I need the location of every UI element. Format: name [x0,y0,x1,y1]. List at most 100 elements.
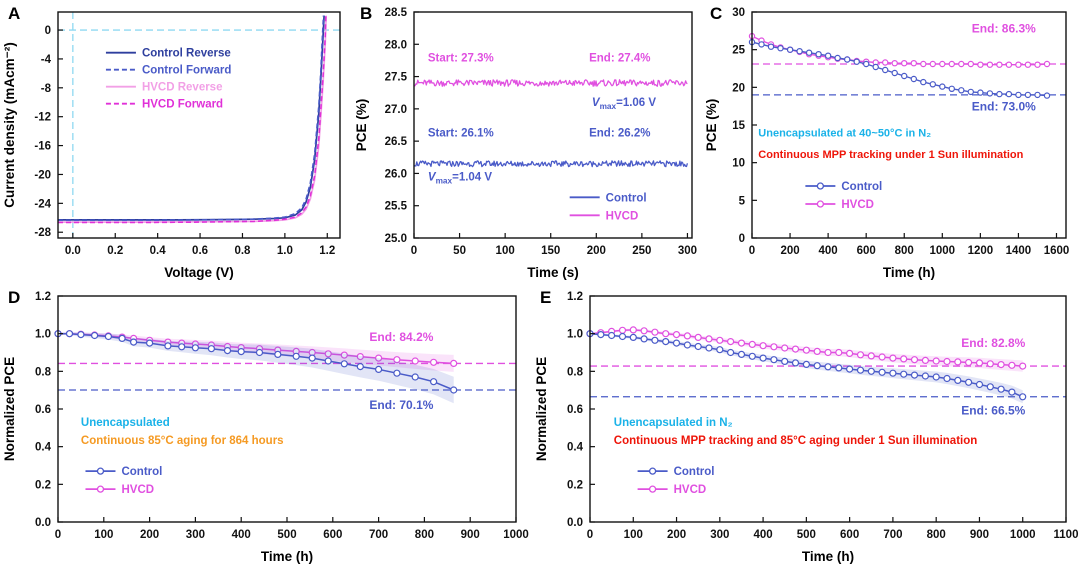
svg-text:1.2: 1.2 [319,245,335,257]
svg-text:0.4: 0.4 [150,245,167,257]
svg-text:100: 100 [94,529,113,541]
svg-text:30: 30 [732,7,745,19]
svg-text:28.5: 28.5 [385,7,408,19]
panel-d-thermal-aging-chart: 0 100 200 300 400 500 600 700 800 900 1000 0.0 0.2 0.… [2,291,529,564]
svg-text:900: 900 [970,529,989,541]
svg-text:End: 27.4%: End: 27.4% [589,53,650,65]
panel-c-mpp-tracking-chart: 0 200 400 600 800 1000 1200 1400 1600 0 5 10 15 20 25 3… [704,7,1070,280]
svg-text:0: 0 [749,245,755,257]
svg-text:1400: 1400 [1006,245,1032,257]
panel-a-jv-curve-chart: 0.0 0.2 0.4 0.6 0.8 1.0 1.2 0 -4 -8 -12 -16 -20 -24 -2… [2,11,341,280]
svg-text:Control: Control [606,192,647,204]
svg-text:0.6: 0.6 [35,404,51,416]
svg-text:200: 200 [587,245,606,257]
svg-text:Time (h): Time (h) [883,265,935,280]
svg-text:PCE (%): PCE (%) [704,99,719,152]
svg-text:Control: Control [674,466,715,478]
svg-text:1.2: 1.2 [567,291,583,303]
svg-text:-20: -20 [34,169,51,181]
svg-text:1000: 1000 [1010,529,1036,541]
svg-text:27.5: 27.5 [385,72,408,84]
svg-text:800: 800 [895,245,914,257]
svg-text:800: 800 [927,529,946,541]
svg-text:Current density (mAcm⁻²): Current density (mAcm⁻²) [2,42,17,207]
svg-text:300: 300 [710,529,729,541]
svg-text:Time (h): Time (h) [261,549,313,564]
svg-text:1000: 1000 [930,245,956,257]
svg-text:End: 26.2%: End: 26.2% [589,127,650,139]
svg-text:25.5: 25.5 [385,201,408,213]
svg-text:300: 300 [678,245,697,257]
svg-text:5: 5 [739,195,746,207]
svg-text:-16: -16 [34,141,51,153]
panel-e: E 0 100 200 300 400 500 600 700 800 900 1000 1100 0.… [532,284,1080,568]
svg-text:600: 600 [323,529,342,541]
svg-text:27.0: 27.0 [385,104,407,116]
svg-text:26.0: 26.0 [385,168,407,180]
svg-text:100: 100 [496,245,515,257]
svg-text:Control Reverse: Control Reverse [142,48,231,60]
svg-text:0: 0 [587,529,593,541]
svg-text:1.0: 1.0 [277,245,293,257]
svg-text:900: 900 [461,529,480,541]
svg-text:15: 15 [732,120,745,132]
svg-text:Continuous MPP tracking under: Continuous MPP tracking under 1 Sun illu… [758,149,1023,161]
svg-text:-28: -28 [34,227,51,239]
panel-c-label: C [710,4,723,23]
panel-d-label: D [8,288,21,307]
svg-text:End: 82.8%: End: 82.8% [961,336,1025,350]
svg-text:0: 0 [411,245,417,257]
svg-text:600: 600 [840,529,859,541]
svg-text:1200: 1200 [968,245,994,257]
svg-text:0.8: 0.8 [35,366,52,378]
svg-text:0: 0 [739,233,745,245]
svg-text:1000: 1000 [503,529,529,541]
svg-text:Vmax=1.06 V: Vmax=1.06 V [592,97,657,111]
svg-text:HVCD Forward: HVCD Forward [142,99,223,111]
svg-text:Control Forward: Control Forward [142,65,231,77]
svg-text:Continuous MPP tracking and 8: Continuous MPP tracking and 85°C aging u… [614,435,977,447]
svg-text:800: 800 [415,529,434,541]
svg-text:400: 400 [232,529,251,541]
svg-text:0.0: 0.0 [567,517,583,529]
svg-text:HVCD: HVCD [841,199,874,211]
svg-text:HVCD: HVCD [121,484,154,496]
svg-text:500: 500 [277,529,296,541]
svg-text:-8: -8 [41,83,52,95]
svg-text:Continuous 85°C aging for 864: Continuous 85°C aging for 864 hours [81,435,284,447]
panel-e-mpp-thermal-aging-chart: 0 100 200 300 400 500 600 700 800 900 1000 1100 0.0 0… [534,291,1079,564]
panel-d: D 0 100 200 300 400 500 600 700 800 900 1000 0.0 0.2… [0,284,532,568]
svg-text:100: 100 [624,529,643,541]
svg-text:250: 250 [632,245,651,257]
svg-text:25: 25 [732,45,745,57]
svg-text:50: 50 [453,245,466,257]
svg-text:Unencapsulated at 40~50°C in N: Unencapsulated at 40~50°C in N₂ [758,127,931,139]
svg-text:End: 66.5%: End: 66.5% [961,404,1025,418]
svg-text:0.0: 0.0 [35,517,51,529]
svg-text:-12: -12 [34,112,51,124]
svg-text:Unencapsulated: Unencapsulated [81,417,170,429]
svg-text:1100: 1100 [1054,529,1079,541]
svg-text:-4: -4 [41,54,52,66]
svg-text:Vmax=1.04 V: Vmax=1.04 V [428,171,493,185]
svg-text:1.2: 1.2 [35,291,51,303]
svg-text:0.6: 0.6 [192,245,208,257]
svg-text:HVCD Reverse: HVCD Reverse [142,82,223,94]
svg-text:25.0: 25.0 [385,233,407,245]
svg-text:0: 0 [45,25,51,37]
panel-a-label: A [8,4,21,23]
svg-text:End: 84.2%: End: 84.2% [369,330,433,344]
svg-text:1600: 1600 [1044,245,1070,257]
svg-text:0.8: 0.8 [567,366,584,378]
svg-text:1.0: 1.0 [567,329,583,341]
svg-text:HVCD: HVCD [606,210,639,222]
svg-text:Unencapsulated in N₂: Unencapsulated in N₂ [614,417,733,429]
svg-text:Time (h): Time (h) [802,549,854,564]
svg-text:700: 700 [883,529,902,541]
panel-b-pce-stability-chart: 0 50 100 150 200 250 300 25.0 25.5 26.0 26.5 27.0 27… [354,7,697,280]
svg-text:Voltage (V): Voltage (V) [164,265,234,280]
svg-text:400: 400 [753,529,772,541]
svg-text:0.0: 0.0 [65,245,81,257]
svg-text:150: 150 [541,245,560,257]
